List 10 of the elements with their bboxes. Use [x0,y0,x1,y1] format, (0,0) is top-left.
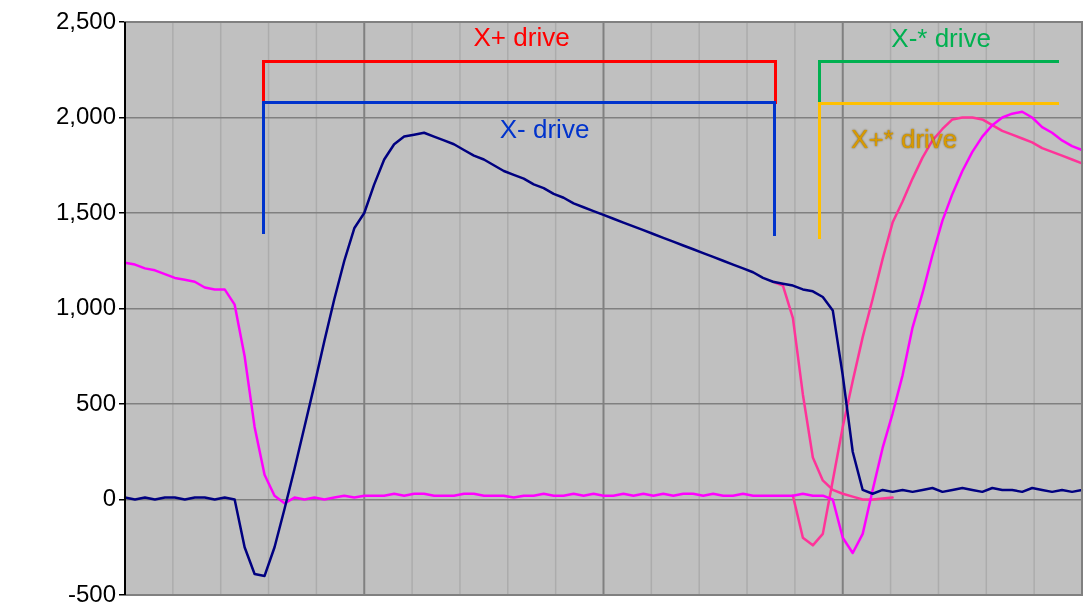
y-tick-label: 2,000 [55,102,116,130]
y-tick-label: 500 [75,388,116,416]
annotation: X-* drive [891,22,991,53]
annotation: X+ drive [473,21,570,52]
y-tick-label: 2,500 [55,6,116,34]
y-tick-label: -500 [67,579,116,607]
y-tick-label: 1,500 [55,197,116,225]
y-tick-label: 1,000 [55,293,116,321]
y-tick-label: 0 [102,484,116,512]
annotation: X- drive [499,113,590,144]
